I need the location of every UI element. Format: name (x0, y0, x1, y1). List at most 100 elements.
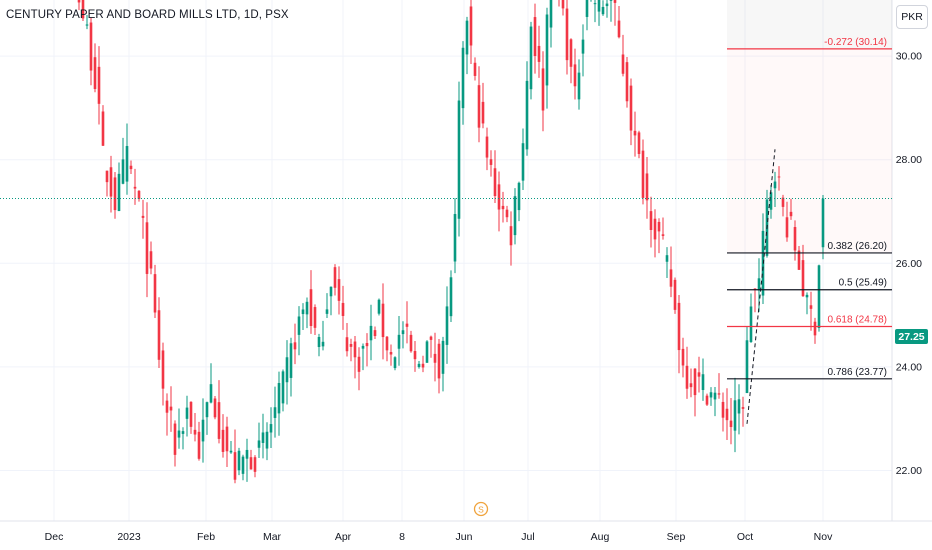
candle-body (541, 68, 545, 111)
candle-body (465, 20, 469, 55)
candle-body (121, 159, 125, 184)
candle-body (329, 286, 333, 297)
candle-body (305, 301, 309, 315)
candle-body (113, 177, 117, 211)
candle-body (609, 0, 613, 1)
currency-button[interactable]: PKR (896, 5, 928, 29)
candle-body (757, 278, 761, 291)
candle-body (293, 342, 297, 350)
candle-body (149, 251, 153, 269)
candle-body (813, 321, 817, 336)
price-tick-label: 30.00 (896, 51, 922, 63)
candle-body (793, 227, 797, 251)
candle-body (817, 265, 821, 329)
candle-body (313, 307, 317, 328)
candle-body (157, 310, 161, 360)
candle-body (525, 80, 529, 150)
candle-body (457, 100, 461, 219)
candle-body (401, 330, 405, 335)
event-marker[interactable]: S (473, 501, 489, 517)
price-tick-label: 22.00 (896, 465, 922, 477)
fib-level-label: 0.5 (25.49) (839, 278, 887, 289)
candle-body (565, 8, 569, 61)
candle-body (357, 356, 361, 372)
fib-zone-lower (727, 49, 892, 253)
candle-body (497, 184, 501, 210)
fib-level-label: 0.382 (26.20) (828, 241, 888, 252)
candle-body (337, 279, 341, 301)
candle-body (77, 0, 81, 3)
candle-body (481, 101, 485, 124)
candle-body (781, 197, 785, 207)
candle-body (733, 400, 737, 431)
candle-body (821, 198, 825, 248)
time-tick-label: Dec (45, 531, 64, 543)
candle-body (433, 353, 437, 363)
candle-body (233, 452, 237, 480)
candle-body (509, 226, 513, 246)
candle-body (545, 14, 549, 86)
candle-body (301, 309, 305, 315)
candle-body (617, 20, 621, 38)
candle-body (449, 277, 453, 317)
candle-body (389, 352, 393, 355)
candle-body (209, 384, 213, 403)
candle-body (677, 302, 681, 351)
candle-body (809, 305, 813, 309)
candle-body (413, 351, 417, 360)
candle-body (645, 173, 649, 201)
candle-body (717, 393, 721, 395)
candle-body (529, 26, 533, 90)
candle-body (241, 456, 245, 474)
candle-body (437, 343, 441, 379)
candle-body (325, 309, 329, 314)
candle-body (141, 215, 145, 218)
candle-body (349, 343, 353, 347)
fib-retracement[interactable]: -0.618 (32.22)-0.272 (30.14)0.382 (26.20… (727, 0, 892, 424)
candle-body (581, 39, 585, 54)
candle-body (805, 294, 809, 298)
candle-body (537, 45, 541, 62)
candle-body (441, 340, 445, 374)
candle-body (425, 341, 429, 363)
candle-body (369, 325, 373, 341)
candle-body (485, 136, 489, 158)
candle-body (245, 449, 249, 459)
candle-body (281, 371, 285, 404)
fib-level-label: -0.272 (30.14) (824, 37, 887, 48)
candle-body (745, 340, 749, 394)
candle-body (469, 6, 473, 46)
candle-body (797, 250, 801, 270)
price-tick-label: 24.00 (896, 361, 922, 373)
candle-body (749, 306, 753, 343)
candle-body (513, 196, 517, 236)
candle-body (237, 450, 241, 471)
event-marker-label: S (478, 505, 484, 515)
candle-body (129, 165, 133, 170)
candle-body (217, 402, 221, 439)
candle-body (377, 299, 381, 314)
candle-body (629, 85, 633, 131)
time-tick-label: Jul (521, 531, 534, 543)
candle-body (285, 357, 289, 383)
price-axis[interactable]: 22.0024.0026.0028.0030.0032.0034.0036.00… (896, 0, 922, 477)
candle-body (569, 39, 573, 67)
candle-body (265, 431, 269, 449)
time-axis[interactable]: Dec 2023 Feb Mar Apr 8 Jun Jul Aug Sep Oct Nov (45, 531, 833, 543)
candle-body (345, 337, 349, 352)
candle-body (85, 24, 89, 26)
candle-body (417, 363, 421, 368)
candle-body (461, 47, 465, 109)
candle-body (405, 323, 409, 327)
dividend-icon[interactable] (473, 501, 489, 517)
candle-body (229, 450, 233, 453)
candle-body (505, 209, 509, 218)
time-tick-label: Aug (591, 531, 610, 543)
candle-body (689, 383, 693, 388)
candle-body (653, 218, 657, 240)
candle-body (685, 365, 689, 389)
candle-body (253, 457, 257, 472)
candle-body (473, 62, 477, 76)
last-price-tag: 27.25 (895, 329, 928, 344)
